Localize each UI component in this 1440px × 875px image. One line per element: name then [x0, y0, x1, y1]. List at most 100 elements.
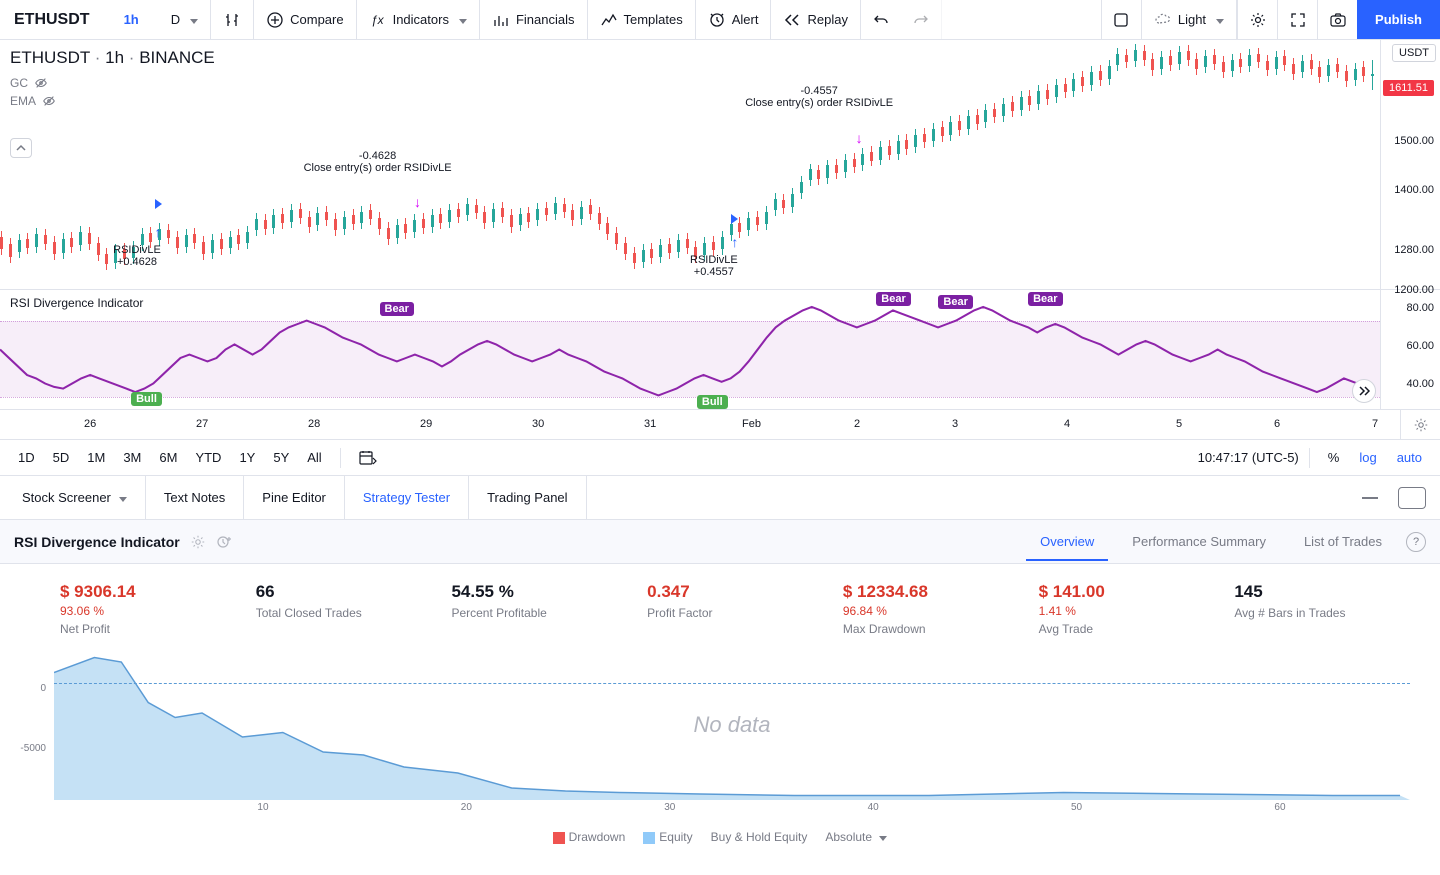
calendar-icon: [359, 450, 377, 466]
strategy-name: RSI Divergence Indicator: [14, 534, 180, 550]
svg-text:ƒx: ƒx: [371, 13, 385, 27]
help-button[interactable]: ?: [1406, 532, 1426, 552]
time-axis-settings-button[interactable]: [1400, 410, 1440, 439]
financials-button[interactable]: Financials: [480, 0, 588, 39]
indicator-ema[interactable]: EMA: [10, 94, 36, 108]
redo-button[interactable]: [901, 0, 942, 39]
chart-title: ETHUSDT · 1h · BINANCE: [10, 48, 215, 68]
strategy-tab-overview[interactable]: Overview: [1026, 534, 1108, 561]
equity-y-axis: 0-5000: [10, 650, 50, 800]
collapse-indicators-button[interactable]: [10, 138, 32, 158]
range-5Y[interactable]: 5Y: [265, 446, 297, 469]
metric-percent-profitable: 54.55 %Percent Profitable: [451, 582, 627, 636]
range-1M[interactable]: 1M: [79, 446, 113, 469]
bottom-panel-tabs: Stock Screener Text Notes Pine Editor St…: [0, 476, 1440, 520]
time-axis: 262728293031Feb234567: [0, 410, 1440, 440]
indicator-labels: GC EMA: [10, 76, 56, 112]
range-6M[interactable]: 6M: [151, 446, 185, 469]
snapshot-button[interactable]: [1317, 0, 1357, 39]
chevron-up-icon: [16, 144, 26, 152]
percent-button[interactable]: %: [1320, 446, 1348, 469]
fx-icon: ƒx: [369, 11, 387, 29]
auto-button[interactable]: auto: [1389, 446, 1430, 469]
eye-off-icon[interactable]: [34, 76, 48, 90]
theme-button[interactable]: Light: [1141, 0, 1237, 39]
symbol-name[interactable]: ETHUSDT: [0, 11, 104, 29]
strategy-metrics: $ 9306.1493.06 %Net Profit 66Total Closed…: [0, 564, 1440, 650]
layout-icon: [1112, 11, 1130, 29]
log-button[interactable]: log: [1351, 446, 1384, 469]
plus-circle-icon: [266, 11, 284, 29]
range-YTD[interactable]: YTD: [187, 446, 229, 469]
gear-icon: [1413, 417, 1429, 433]
templates-button[interactable]: Templates: [588, 0, 696, 39]
timeframe-1h[interactable]: 1h: [104, 0, 159, 39]
clock-label: 10:47:17 (UTC-5): [1198, 450, 1299, 465]
equity-chart: 0-5000 No data 102030405060: [10, 650, 1410, 830]
range-bar: 1D5D1M3M6MYTD1Y5YAll 10:47:17 (UTC-5) % …: [0, 440, 1440, 476]
metric-net-profit: $ 9306.1493.06 %Net Profit: [60, 582, 236, 636]
camera-icon: [1329, 11, 1347, 29]
eye-off-icon[interactable]: [42, 94, 56, 108]
candles-icon: [223, 11, 241, 29]
price-axis[interactable]: 1611.511500.001400.001280.001200.00: [1380, 40, 1440, 289]
legend-drawdown: Drawdown: [569, 830, 626, 844]
redo-icon: [913, 12, 929, 28]
rsi-canvas[interactable]: BullBearBullBearBearBear: [0, 290, 1380, 409]
range-5D[interactable]: 5D: [45, 446, 78, 469]
tab-pine-editor[interactable]: Pine Editor: [244, 476, 345, 519]
tab-strategy-tester[interactable]: Strategy Tester: [345, 476, 469, 519]
strategy-tab-performance[interactable]: Performance Summary: [1118, 534, 1280, 549]
range-All[interactable]: All: [299, 446, 329, 469]
bars-icon: [492, 11, 510, 29]
settings-button[interactable]: [1237, 0, 1277, 39]
tab-trading-panel[interactable]: Trading Panel: [469, 476, 586, 519]
alert-add-icon[interactable]: [216, 534, 234, 550]
fullscreen-icon: [1290, 12, 1306, 28]
time-axis-labels[interactable]: 262728293031Feb234567: [0, 410, 1400, 439]
chevrons-right-icon: [1358, 386, 1370, 396]
rsi-axis[interactable]: 80.0060.0040.00: [1380, 290, 1440, 409]
rewind-icon: [783, 11, 801, 29]
strategy-header: RSI Divergence Indicator Overview Perfor…: [0, 520, 1440, 564]
rsi-title[interactable]: RSI Divergence Indicator: [10, 296, 143, 310]
cloud-icon: [1154, 11, 1172, 29]
minimize-panel-button[interactable]: [1352, 496, 1388, 500]
rsi-panel: RSI Divergence Indicator BullBearBullBea…: [0, 290, 1440, 410]
undo-icon: [873, 12, 889, 28]
goto-latest-button[interactable]: [1352, 379, 1376, 403]
gear-icon: [1249, 11, 1267, 29]
metric-total-closed-trades: 66Total Closed Trades: [256, 582, 432, 636]
replay-button[interactable]: Replay: [771, 0, 860, 39]
templates-icon: [600, 11, 618, 29]
compare-button[interactable]: Compare: [254, 0, 356, 39]
legend-equity: Equity: [659, 830, 692, 844]
metric-profit-factor: 0.347Profit Factor: [647, 582, 823, 636]
gear-icon[interactable]: [190, 534, 206, 550]
candlestick-canvas[interactable]: ↑RSIDivLE+0.4628↑RSIDivLE+0.4557↓-0.4628…: [0, 40, 1380, 289]
legend-buyhold: Buy & Hold Equity: [711, 830, 808, 844]
bar-style-button[interactable]: [211, 0, 254, 39]
strategy-tab-trades[interactable]: List of Trades: [1290, 534, 1396, 549]
layout-button[interactable]: [1101, 0, 1141, 39]
indicators-button[interactable]: ƒx Indicators: [357, 0, 480, 39]
tab-text-notes[interactable]: Text Notes: [146, 476, 244, 519]
timeframe-d[interactable]: D: [159, 0, 211, 39]
publish-button[interactable]: Publish: [1357, 0, 1440, 39]
undo-button[interactable]: [861, 0, 901, 39]
range-1Y[interactable]: 1Y: [231, 446, 263, 469]
range-3M[interactable]: 3M: [115, 446, 149, 469]
alert-icon: [708, 11, 726, 29]
indicator-gc[interactable]: GC: [10, 76, 28, 90]
equity-canvas[interactable]: No data: [54, 650, 1410, 800]
goto-date-button[interactable]: [351, 446, 385, 470]
range-1D[interactable]: 1D: [10, 446, 43, 469]
equity-legend: Drawdown Equity Buy & Hold Equity Absolu…: [0, 830, 1440, 844]
metric-max-drawdown: $ 12334.6896.84 %Max Drawdown: [843, 582, 1019, 636]
metric-avg-trade: $ 141.001.41 %Avg Trade: [1039, 582, 1215, 636]
fullscreen-button[interactable]: [1277, 0, 1317, 39]
maximize-panel-button[interactable]: [1398, 487, 1426, 509]
alert-button[interactable]: Alert: [696, 0, 772, 39]
legend-mode-toggle[interactable]: Absolute: [825, 830, 887, 844]
tab-stock-screener[interactable]: Stock Screener: [4, 476, 146, 519]
